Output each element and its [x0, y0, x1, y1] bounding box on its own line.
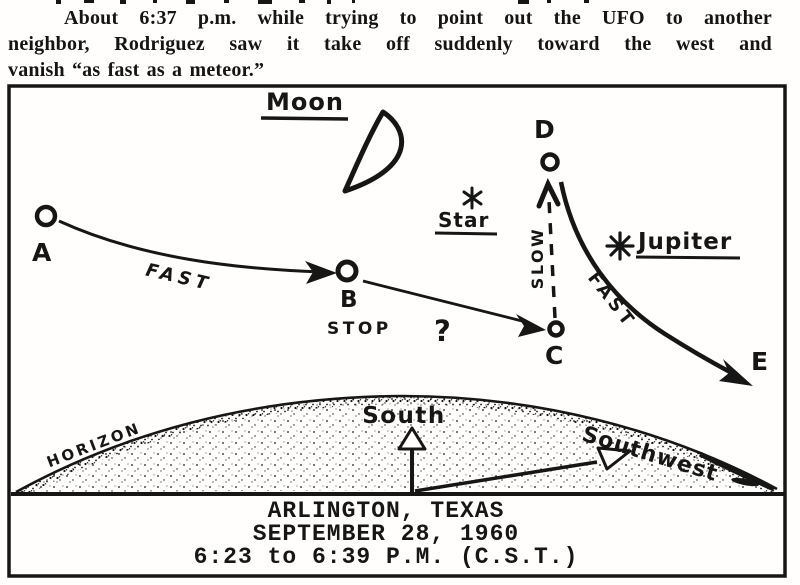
slow-label: SLOW — [528, 227, 547, 289]
paragraph-line: neighbor, Rodriguez saw it take off sudd… — [8, 33, 772, 55]
text-fragment — [327, 0, 331, 4]
south-label: South — [362, 403, 446, 429]
horizon-dome-right-edge — [698, 451, 776, 492]
moon-label: Moon — [266, 88, 344, 116]
path-d-to-e — [558, 181, 732, 374]
point-b-label: B — [340, 287, 358, 313]
moon-underline — [260, 116, 349, 121]
point-b-marker — [335, 259, 359, 283]
arrowhead-d-to-e — [719, 359, 753, 386]
point-a-marker — [34, 204, 58, 228]
paragraph-line: About 6:37 p.m. while trying to point ou… — [64, 7, 772, 29]
text-fragment — [584, 0, 589, 3]
caption-line-time: 6:23 to 6:39 P.M. (C.S.T.) — [194, 544, 579, 570]
star-underline — [434, 231, 498, 236]
south-arrowhead — [397, 426, 427, 451]
arrowhead-c-to-d — [536, 177, 561, 209]
horizon-dome-outline — [15, 394, 778, 494]
star-icon — [462, 186, 483, 210]
text-fragment — [224, 0, 229, 3]
text-fragment — [299, 0, 305, 3]
question-mark-label: ? — [434, 314, 451, 348]
paragraph-line: vanish “as fast as a meteor.” — [8, 59, 265, 81]
stop-label: STOP — [327, 319, 392, 339]
southwest-arrowhead — [596, 446, 632, 471]
text-fragment — [153, 0, 157, 3]
text-fragment — [352, 0, 355, 3]
fast-de-label: FAST — [583, 268, 640, 332]
horizon-scribble — [731, 477, 759, 487]
body-paragraph: About 6:37 p.m. while trying to point ou… — [8, 5, 772, 83]
caption-line-location: ARLINGTON, TEXAS — [268, 498, 505, 524]
point-d-marker — [540, 152, 560, 172]
text-fragment — [547, 0, 551, 3]
caption-line-date: SEPTEMBER 28, 1960 — [253, 521, 519, 547]
point-c-marker — [547, 320, 565, 338]
text-fragment — [56, 0, 61, 4]
jupiter-underline — [635, 255, 741, 260]
point-c-label: C — [545, 341, 563, 370]
jupiter-label: Jupiter — [636, 229, 732, 255]
text-fragment — [120, 0, 126, 4]
moon-crescent-icon — [342, 109, 404, 194]
fast-ab-label: FAST — [144, 260, 214, 296]
arrowhead-b-to-c — [516, 314, 546, 337]
point-a-label: A — [32, 238, 52, 267]
diagram-border — [7, 84, 787, 578]
text-fragment — [186, 0, 195, 4]
text-fragment — [518, 0, 529, 4]
path-a-to-b — [58, 219, 323, 274]
jupiter-icon — [605, 231, 635, 261]
text-fragment — [84, 0, 94, 3]
star-label: Star — [438, 208, 489, 232]
point-d-label: D — [534, 115, 555, 144]
arrowhead-a-to-b — [305, 261, 337, 284]
southwest-arrow-shaft — [414, 460, 598, 493]
text-fragment — [258, 0, 272, 4]
path-b-to-c — [362, 279, 523, 323]
point-e-label: E — [751, 347, 768, 376]
caption-block: ARLINGTON, TEXAS SEPTEMBER 28, 1960 6:23… — [194, 498, 579, 570]
path-c-to-d-dashed — [547, 199, 557, 319]
